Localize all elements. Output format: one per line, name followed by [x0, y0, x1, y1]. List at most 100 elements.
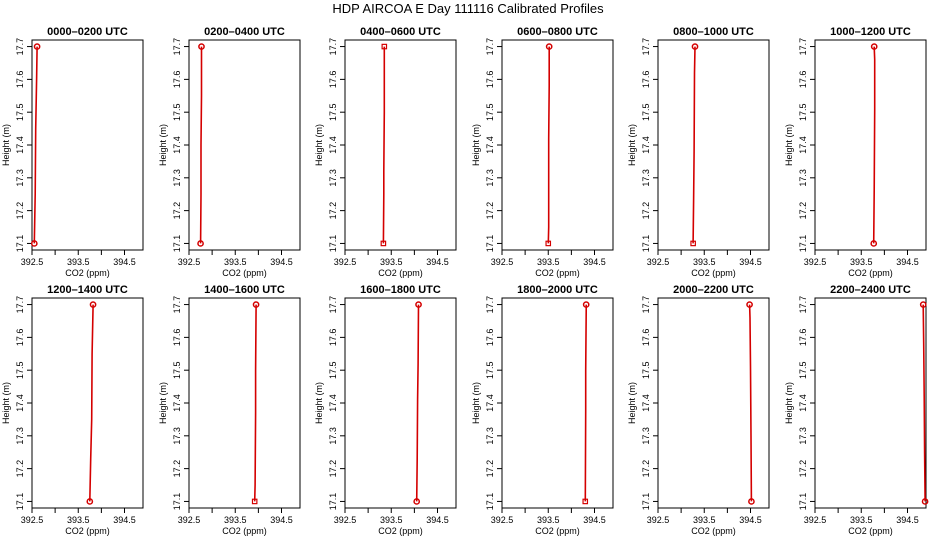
y-axis-label: Height (m) [471, 382, 481, 424]
y-tick-label: 17.2 [798, 202, 808, 220]
x-tick-label: 394.5 [426, 515, 449, 525]
y-axis-label: Height (m) [314, 124, 324, 166]
x-tick-label: 394.5 [896, 257, 919, 267]
y-tick-label: 17.3 [798, 169, 808, 187]
x-tick-label: 393.5 [850, 515, 873, 525]
y-tick-label: 17.3 [641, 169, 651, 187]
profile-line [33, 46, 38, 244]
x-tick-label: 392.5 [491, 515, 514, 525]
x-tick-label: 394.5 [896, 515, 919, 525]
x-tick-label: 393.5 [537, 515, 560, 525]
panel-title: 0400–0600 UTC [360, 26, 441, 38]
y-tick-label: 17.2 [641, 460, 651, 478]
panel-title: 1600–1800 UTC [360, 284, 441, 296]
y-tick-label: 17.3 [15, 427, 25, 445]
y-tick-label: 17.1 [641, 235, 651, 253]
data-point-marker [870, 43, 878, 50]
profile-line [89, 304, 94, 502]
y-tick-label: 17.5 [798, 103, 808, 121]
data-point-marker [413, 498, 421, 505]
x-tick-label: 392.5 [334, 515, 357, 525]
profile-line [382, 46, 386, 244]
x-tick-label: 393.5 [224, 257, 247, 267]
y-tick-label: 17.2 [15, 202, 25, 220]
data-point-marker [415, 301, 422, 308]
x-tick-label: 394.5 [583, 257, 606, 267]
profile-line [692, 46, 696, 244]
y-tick-label: 17.4 [328, 394, 338, 412]
y-tick-label: 17.4 [15, 394, 25, 412]
y-tick-label: 17.4 [485, 394, 495, 412]
y-tick-label: 17.1 [15, 235, 25, 253]
y-tick-label: 17.1 [172, 493, 182, 511]
y-tick-label: 17.5 [485, 361, 495, 379]
x-tick-label: 393.5 [67, 515, 90, 525]
x-tick-label: 392.5 [804, 257, 827, 267]
panel-9: 1600–1800 UTC 392.5 393.5 394.5 17.1 17.2 17.3… [314, 284, 457, 536]
y-tick-label: 17.6 [798, 71, 808, 89]
y-tick-label: 17.7 [15, 296, 25, 314]
data-point-marker [30, 240, 38, 247]
plot-frame [188, 297, 301, 509]
x-axis-label: CO2 (ppm) [848, 526, 893, 536]
panel-title: 0000–0200 UTC [47, 26, 128, 38]
data-point-marker [198, 43, 205, 50]
data-point-marker [919, 301, 927, 308]
panel-8: 1400–1600 UTC 392.5 393.5 394.5 17.1 17.2 17.3… [158, 284, 301, 536]
profile-line [584, 304, 588, 502]
panel-title: 0600–0800 UTC [517, 26, 598, 38]
data-point-marker [381, 43, 388, 50]
plot-frame [657, 39, 770, 251]
plot-frame [814, 297, 927, 509]
y-tick-label: 17.6 [485, 71, 495, 89]
y-tick-label: 17.4 [485, 136, 495, 154]
y-tick-label: 17.4 [328, 136, 338, 154]
x-tick-label: 394.5 [270, 515, 293, 525]
y-tick-label: 17.4 [798, 394, 808, 412]
y-tick-label: 17.3 [328, 427, 338, 445]
plot-frame [31, 297, 144, 509]
y-tick-label: 17.5 [15, 103, 25, 121]
y-tick-label: 17.5 [15, 361, 25, 379]
y-tick-label: 17.5 [328, 103, 338, 121]
y-tick-label: 17.3 [172, 169, 182, 187]
x-tick-label: 392.5 [491, 257, 514, 267]
x-tick-label: 392.5 [21, 515, 44, 525]
panel-1: 0000–0200 UTC 392.5 393.5 394.5 17.1 17.2 17.3… [1, 26, 144, 278]
plot-frame [344, 39, 457, 251]
y-tick-label: 17.1 [172, 235, 182, 253]
y-tick-label: 17.2 [15, 460, 25, 478]
y-tick-label: 17.6 [172, 71, 182, 89]
y-axis-label: Height (m) [627, 124, 637, 166]
x-tick-label: 392.5 [647, 257, 670, 267]
x-tick-label: 393.5 [380, 257, 403, 267]
y-axis-label: Height (m) [158, 124, 168, 166]
x-tick-label: 394.5 [583, 515, 606, 525]
y-tick-label: 17.1 [798, 235, 808, 253]
y-tick-label: 17.6 [641, 329, 651, 347]
panel-4: 0600–0800 UTC 392.5 393.5 394.5 17.1 17.2 17.3… [471, 26, 614, 278]
y-tick-label: 17.5 [172, 103, 182, 121]
data-point-marker [582, 498, 589, 505]
y-tick-label: 17.3 [328, 169, 338, 187]
x-tick-label: 394.5 [426, 257, 449, 267]
panel-3: 0400–0600 UTC 392.5 393.5 394.5 17.1 17.2 17.3… [314, 26, 457, 278]
profile-line [415, 304, 420, 502]
data-point-marker [582, 301, 590, 308]
y-axis-label: Height (m) [471, 124, 481, 166]
profile-line [922, 304, 926, 502]
data-point-marker [33, 43, 41, 50]
y-tick-label: 17.1 [328, 493, 338, 511]
y-tick-label: 17.7 [485, 296, 495, 314]
x-axis-label: CO2 (ppm) [378, 268, 423, 278]
y-axis-label: Height (m) [784, 382, 794, 424]
x-tick-label: 394.5 [113, 515, 136, 525]
y-tick-label: 17.3 [798, 427, 808, 445]
panel-title: 2000–2200 UTC [673, 284, 754, 296]
plot-frame [814, 39, 927, 251]
y-tick-label: 17.1 [641, 493, 651, 511]
y-tick-label: 17.2 [485, 202, 495, 220]
data-point-marker [545, 240, 552, 247]
plot-frame [31, 39, 144, 251]
